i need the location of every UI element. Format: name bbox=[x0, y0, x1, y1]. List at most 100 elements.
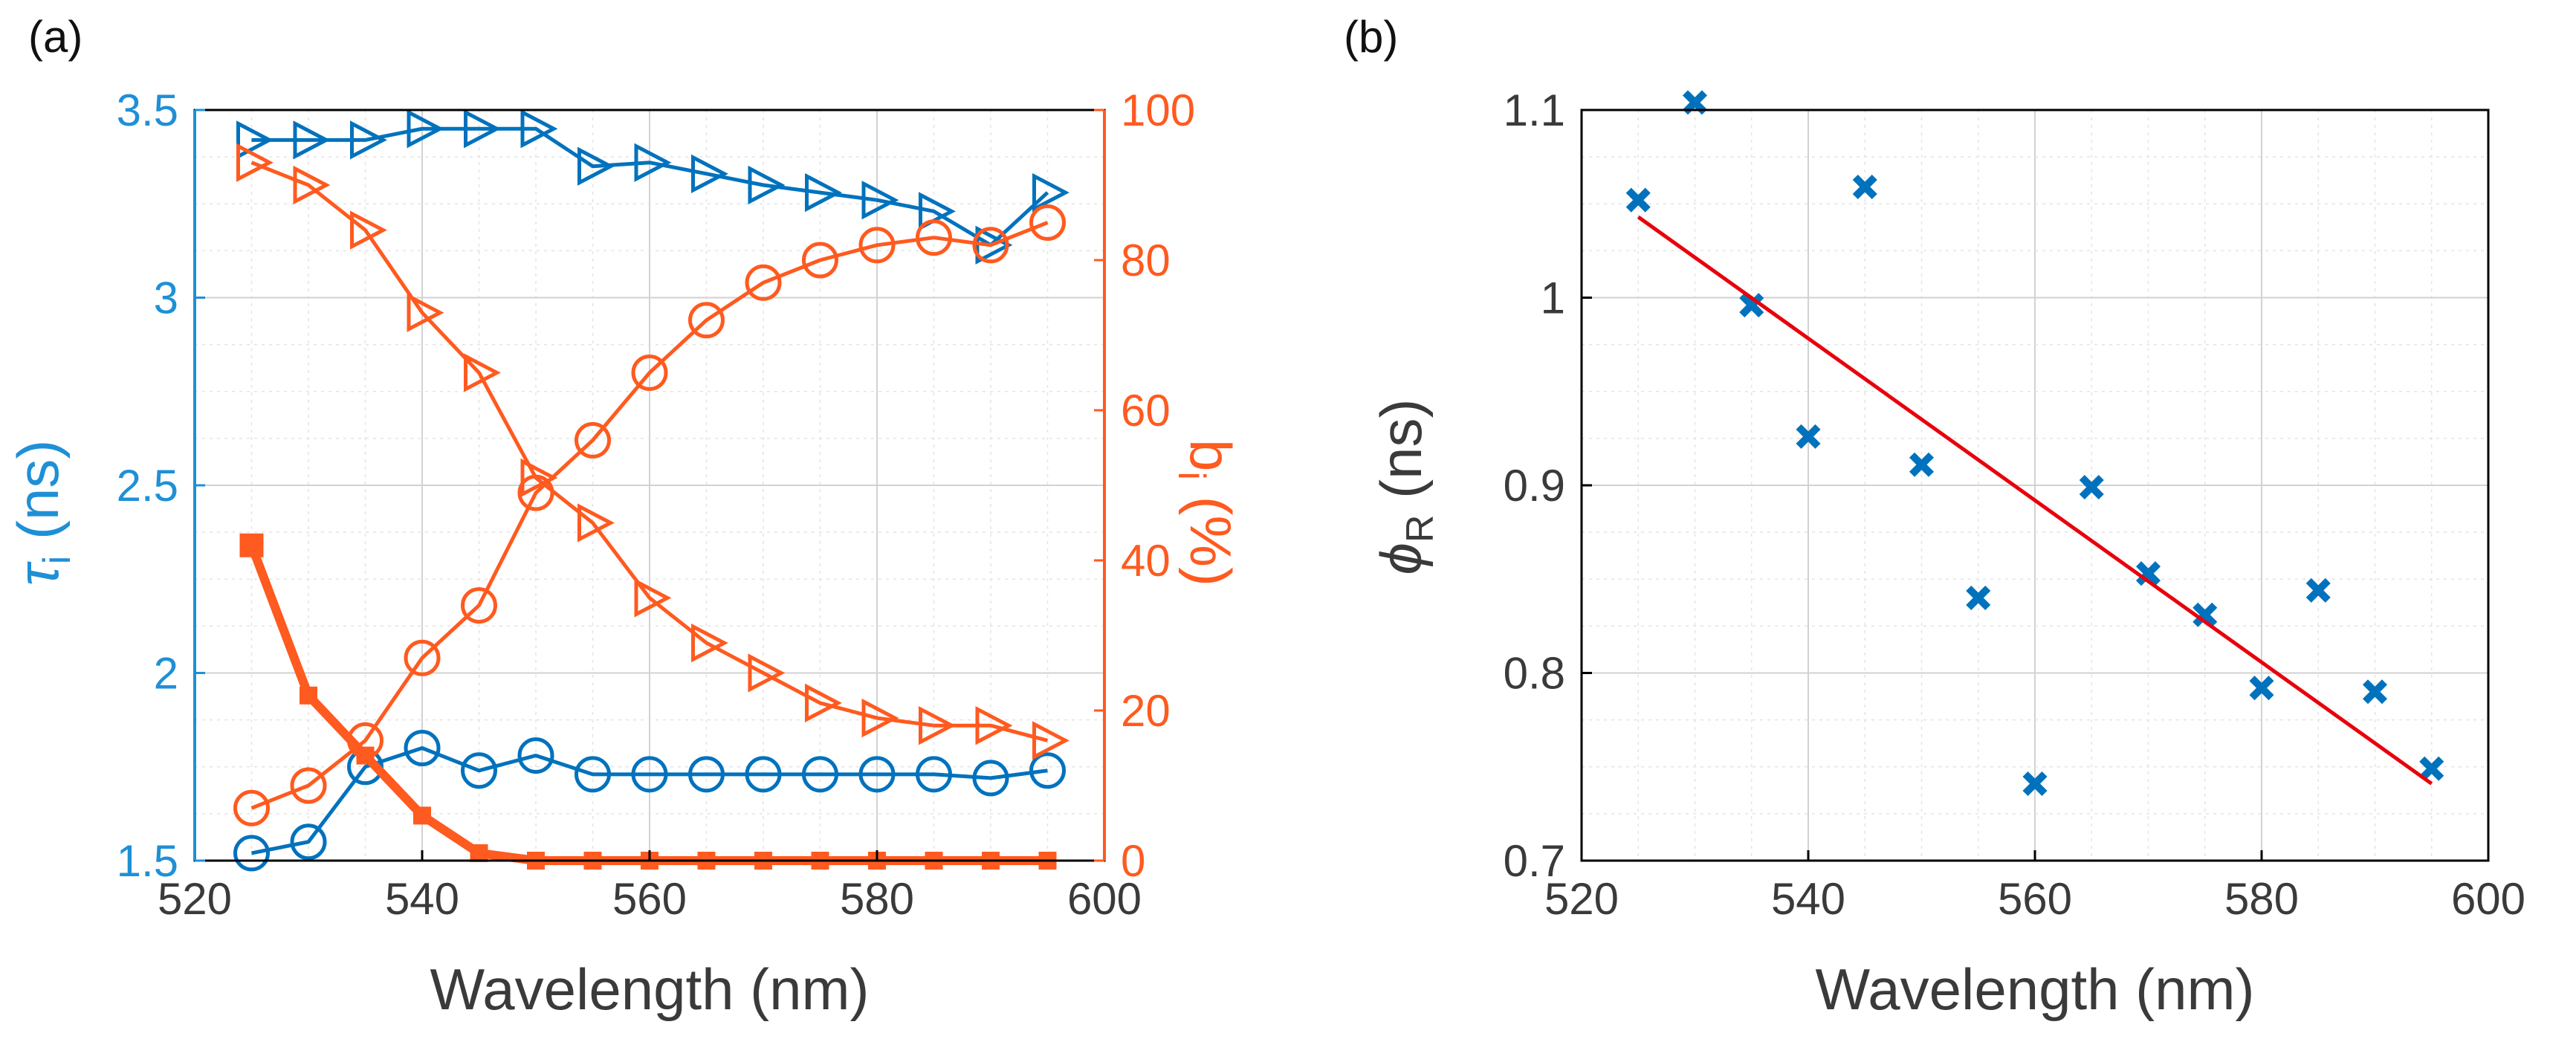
marker-circle bbox=[461, 752, 497, 789]
marker-circle bbox=[688, 756, 725, 793]
x-tick-label: 520 bbox=[158, 874, 232, 924]
marker-x bbox=[2192, 602, 2218, 627]
left-tick-label: 3.5 bbox=[117, 85, 178, 135]
marker-circle bbox=[745, 756, 782, 793]
marker-circle bbox=[1029, 204, 1066, 241]
series-line bbox=[251, 126, 1049, 247]
marker-triangle bbox=[861, 698, 899, 738]
marker-circle bbox=[631, 355, 668, 391]
marker-circle bbox=[745, 264, 782, 301]
marker-circle bbox=[688, 302, 725, 339]
marker-triangle bbox=[464, 353, 501, 392]
y-sub: R bbox=[1399, 515, 1442, 543]
left-tick-label: 2 bbox=[154, 649, 178, 699]
marker-circle bbox=[461, 587, 497, 624]
marker-triangle bbox=[407, 293, 444, 332]
marker-x bbox=[1796, 424, 1821, 449]
panel-a-grid bbox=[194, 109, 1105, 861]
panel-a-label: (a) bbox=[28, 12, 82, 62]
marker-triangle bbox=[350, 120, 387, 160]
marker-triangle bbox=[293, 120, 331, 160]
left-tick-label: 2.5 bbox=[117, 461, 178, 511]
marker-triangle bbox=[748, 165, 786, 205]
marker-circle bbox=[233, 835, 270, 872]
panel-a-x-ticks: 520 540 560 580 600 bbox=[158, 850, 1142, 924]
x-tick-label: 560 bbox=[612, 874, 687, 924]
marker-circle bbox=[802, 756, 838, 793]
y-tick-label: 1.1 bbox=[1504, 85, 1565, 135]
left-y-rest: (ns) bbox=[5, 440, 71, 556]
x-tick-label: 540 bbox=[1771, 874, 1845, 924]
y-symbol: ϕ bbox=[1368, 543, 1434, 574]
marker-triangle bbox=[577, 146, 615, 186]
series-measured bbox=[1625, 90, 2444, 797]
series-line bbox=[250, 161, 1049, 742]
panel-a-left-y-label: τi (ns) bbox=[5, 440, 79, 586]
y-tick-label: 0.9 bbox=[1504, 461, 1565, 511]
marker-triangle bbox=[634, 143, 672, 182]
marker-triangle bbox=[1032, 172, 1069, 213]
left-tick-label: 1.5 bbox=[117, 836, 178, 886]
y-tick-label: 0.8 bbox=[1504, 649, 1565, 699]
right-tick-label: 80 bbox=[1121, 236, 1171, 285]
marker-circle bbox=[290, 823, 327, 861]
marker-x bbox=[1966, 585, 1991, 611]
marker-square bbox=[300, 686, 317, 705]
x-tick-label: 520 bbox=[1544, 874, 1619, 924]
right-tick-label: 60 bbox=[1121, 386, 1171, 436]
marker-circle bbox=[858, 227, 896, 264]
marker-triangle bbox=[520, 458, 558, 498]
right-y-sub: i bbox=[1170, 471, 1213, 480]
marker-triangle bbox=[861, 181, 899, 220]
right-y-symbol: b bbox=[1178, 439, 1243, 471]
right-y-rest: (%) bbox=[1178, 480, 1243, 586]
fit-line bbox=[1637, 215, 2433, 786]
left-y-sub: i bbox=[36, 556, 79, 565]
panel-a-right-ticks: 0 20 40 60 80 100 bbox=[1094, 85, 1195, 886]
marker-triangle bbox=[748, 653, 786, 693]
marker-square bbox=[239, 533, 264, 557]
x-tick-label: 560 bbox=[1998, 874, 2072, 924]
y-tick-label: 0.7 bbox=[1504, 836, 1565, 886]
marker-triangle bbox=[520, 109, 558, 149]
marker-circle bbox=[972, 760, 1009, 797]
marker-circle bbox=[404, 639, 441, 676]
right-tick-label: 100 bbox=[1121, 85, 1195, 135]
marker-circle bbox=[916, 219, 952, 256]
marker-circle bbox=[916, 756, 952, 793]
marker-triangle bbox=[350, 210, 387, 250]
left-y-symbol: τ bbox=[5, 560, 71, 586]
series-linear-fit bbox=[1637, 215, 2433, 786]
marker-x bbox=[1909, 452, 1935, 477]
marker-circle bbox=[802, 242, 838, 279]
marker-x bbox=[1739, 293, 1764, 318]
marker-triangle bbox=[407, 109, 444, 149]
x-tick-label: 600 bbox=[1067, 874, 1142, 924]
marker-triangle bbox=[236, 143, 274, 182]
x-tick-label: 580 bbox=[840, 874, 914, 924]
marker-triangle bbox=[464, 109, 501, 149]
left-tick-label: 3 bbox=[154, 273, 178, 323]
marker-triangle bbox=[805, 683, 842, 723]
marker-triangle bbox=[577, 503, 615, 543]
marker-circle bbox=[517, 737, 554, 774]
panel-a-x-label: Wavelength (nm) bbox=[430, 957, 870, 1022]
marker-triangle bbox=[236, 120, 274, 160]
marker-circle bbox=[858, 756, 896, 793]
series-tau_short bbox=[233, 730, 1066, 872]
marker-square bbox=[470, 844, 488, 862]
marker-x bbox=[2135, 561, 2161, 586]
panel-b-y-ticks: 0.7 0.8 0.9 1 1.1 bbox=[1504, 85, 1592, 886]
marker-circle bbox=[1029, 752, 1066, 789]
marker-x bbox=[2362, 679, 2388, 705]
series-b_short bbox=[233, 204, 1066, 826]
marker-triangle bbox=[691, 154, 728, 193]
marker-circle bbox=[972, 227, 1009, 264]
panel-a: (a) 520 540 560 580 600 1.5 2 2.5 3 3.5 0 20 40 60 8… bbox=[5, 12, 1243, 1022]
marker-circle bbox=[290, 767, 327, 804]
right-tick-label: 20 bbox=[1121, 686, 1171, 736]
marker-circle bbox=[404, 730, 441, 766]
marker-triangle bbox=[975, 706, 1013, 745]
marker-x bbox=[1625, 187, 1651, 213]
